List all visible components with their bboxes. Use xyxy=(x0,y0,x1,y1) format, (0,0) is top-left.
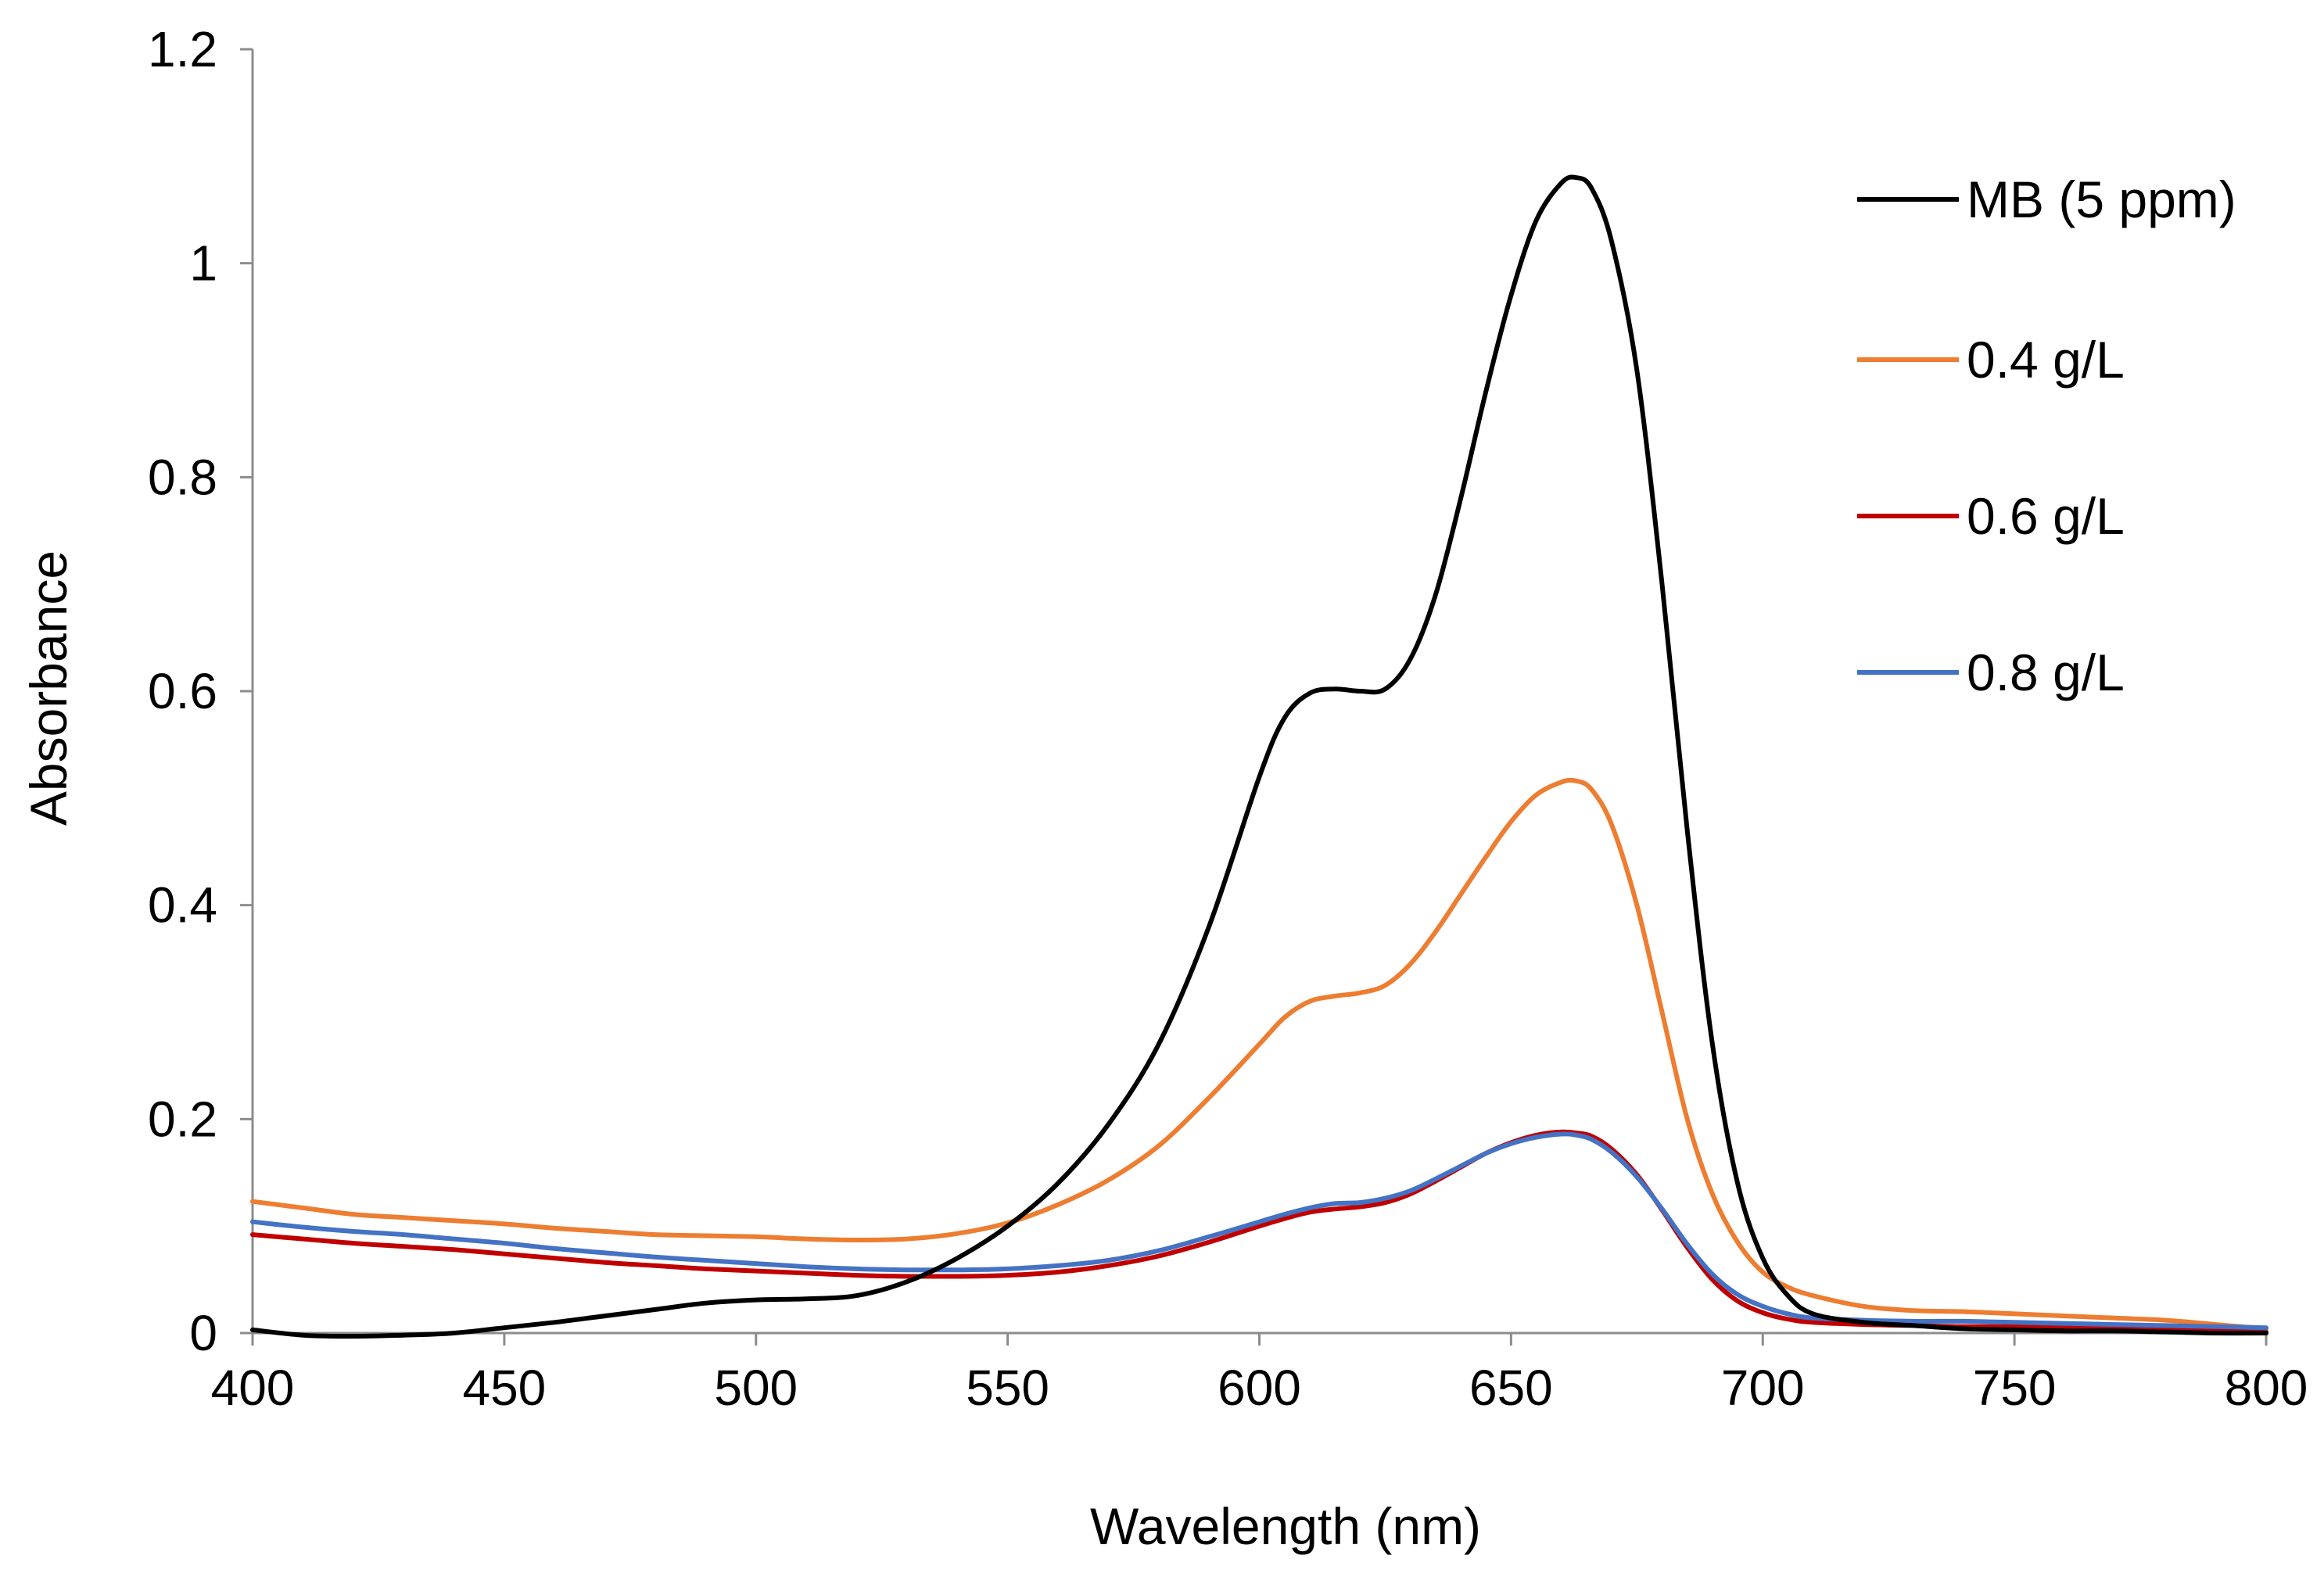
y-tick-label: 0.2 xyxy=(148,1091,217,1147)
series-line-0-6-g-l xyxy=(250,1129,2268,1335)
y-axis-title: Absorbance xyxy=(20,550,77,826)
x-tick-label: 600 xyxy=(1218,1360,1301,1416)
y-tick-label: 0.8 xyxy=(148,449,217,505)
y-tick-label: 0.6 xyxy=(148,663,217,719)
x-tick-label: 750 xyxy=(1973,1360,2057,1416)
x-tick-label: 550 xyxy=(966,1360,1049,1416)
x-tick-label: 800 xyxy=(2225,1360,2308,1416)
series-line-mb-5-ppm xyxy=(250,174,2268,1339)
legend-label-0-6-g-l: 0.6 g/L xyxy=(1967,487,2125,545)
x-tick-label: 500 xyxy=(714,1360,798,1416)
legend: MB (5 ppm) 0.4 g/L 0.6 g/L 0.8 g/L xyxy=(1857,170,2236,701)
x-tick-label: 400 xyxy=(211,1360,295,1416)
y-tick-label: 0.4 xyxy=(148,877,217,934)
y-tick-label: 0 xyxy=(189,1305,217,1361)
x-tick-label: 650 xyxy=(1469,1360,1553,1416)
series-group xyxy=(250,174,2268,1339)
series-line-0-8-g-l xyxy=(250,1131,2268,1331)
x-axis-title: Wavelength (nm) xyxy=(1090,1497,1481,1555)
y-tick-label: 1 xyxy=(189,235,217,292)
x-tick-label: 450 xyxy=(462,1360,546,1416)
x-tick-label: 700 xyxy=(1721,1360,1805,1416)
axes: 0 0.2 0.4 0.6 0.8 1 1.2 400 450 500 550 600 650 700 75… xyxy=(148,21,2308,1416)
y-tick-label: 1.2 xyxy=(148,21,217,77)
legend-label-0-8-g-l: 0.8 g/L xyxy=(1967,643,2125,701)
series-line-0-4-g-l xyxy=(250,777,2268,1331)
legend-label-0-4-g-l: 0.4 g/L xyxy=(1967,331,2125,389)
legend-label-mb-5-ppm: MB (5 ppm) xyxy=(1967,170,2236,228)
